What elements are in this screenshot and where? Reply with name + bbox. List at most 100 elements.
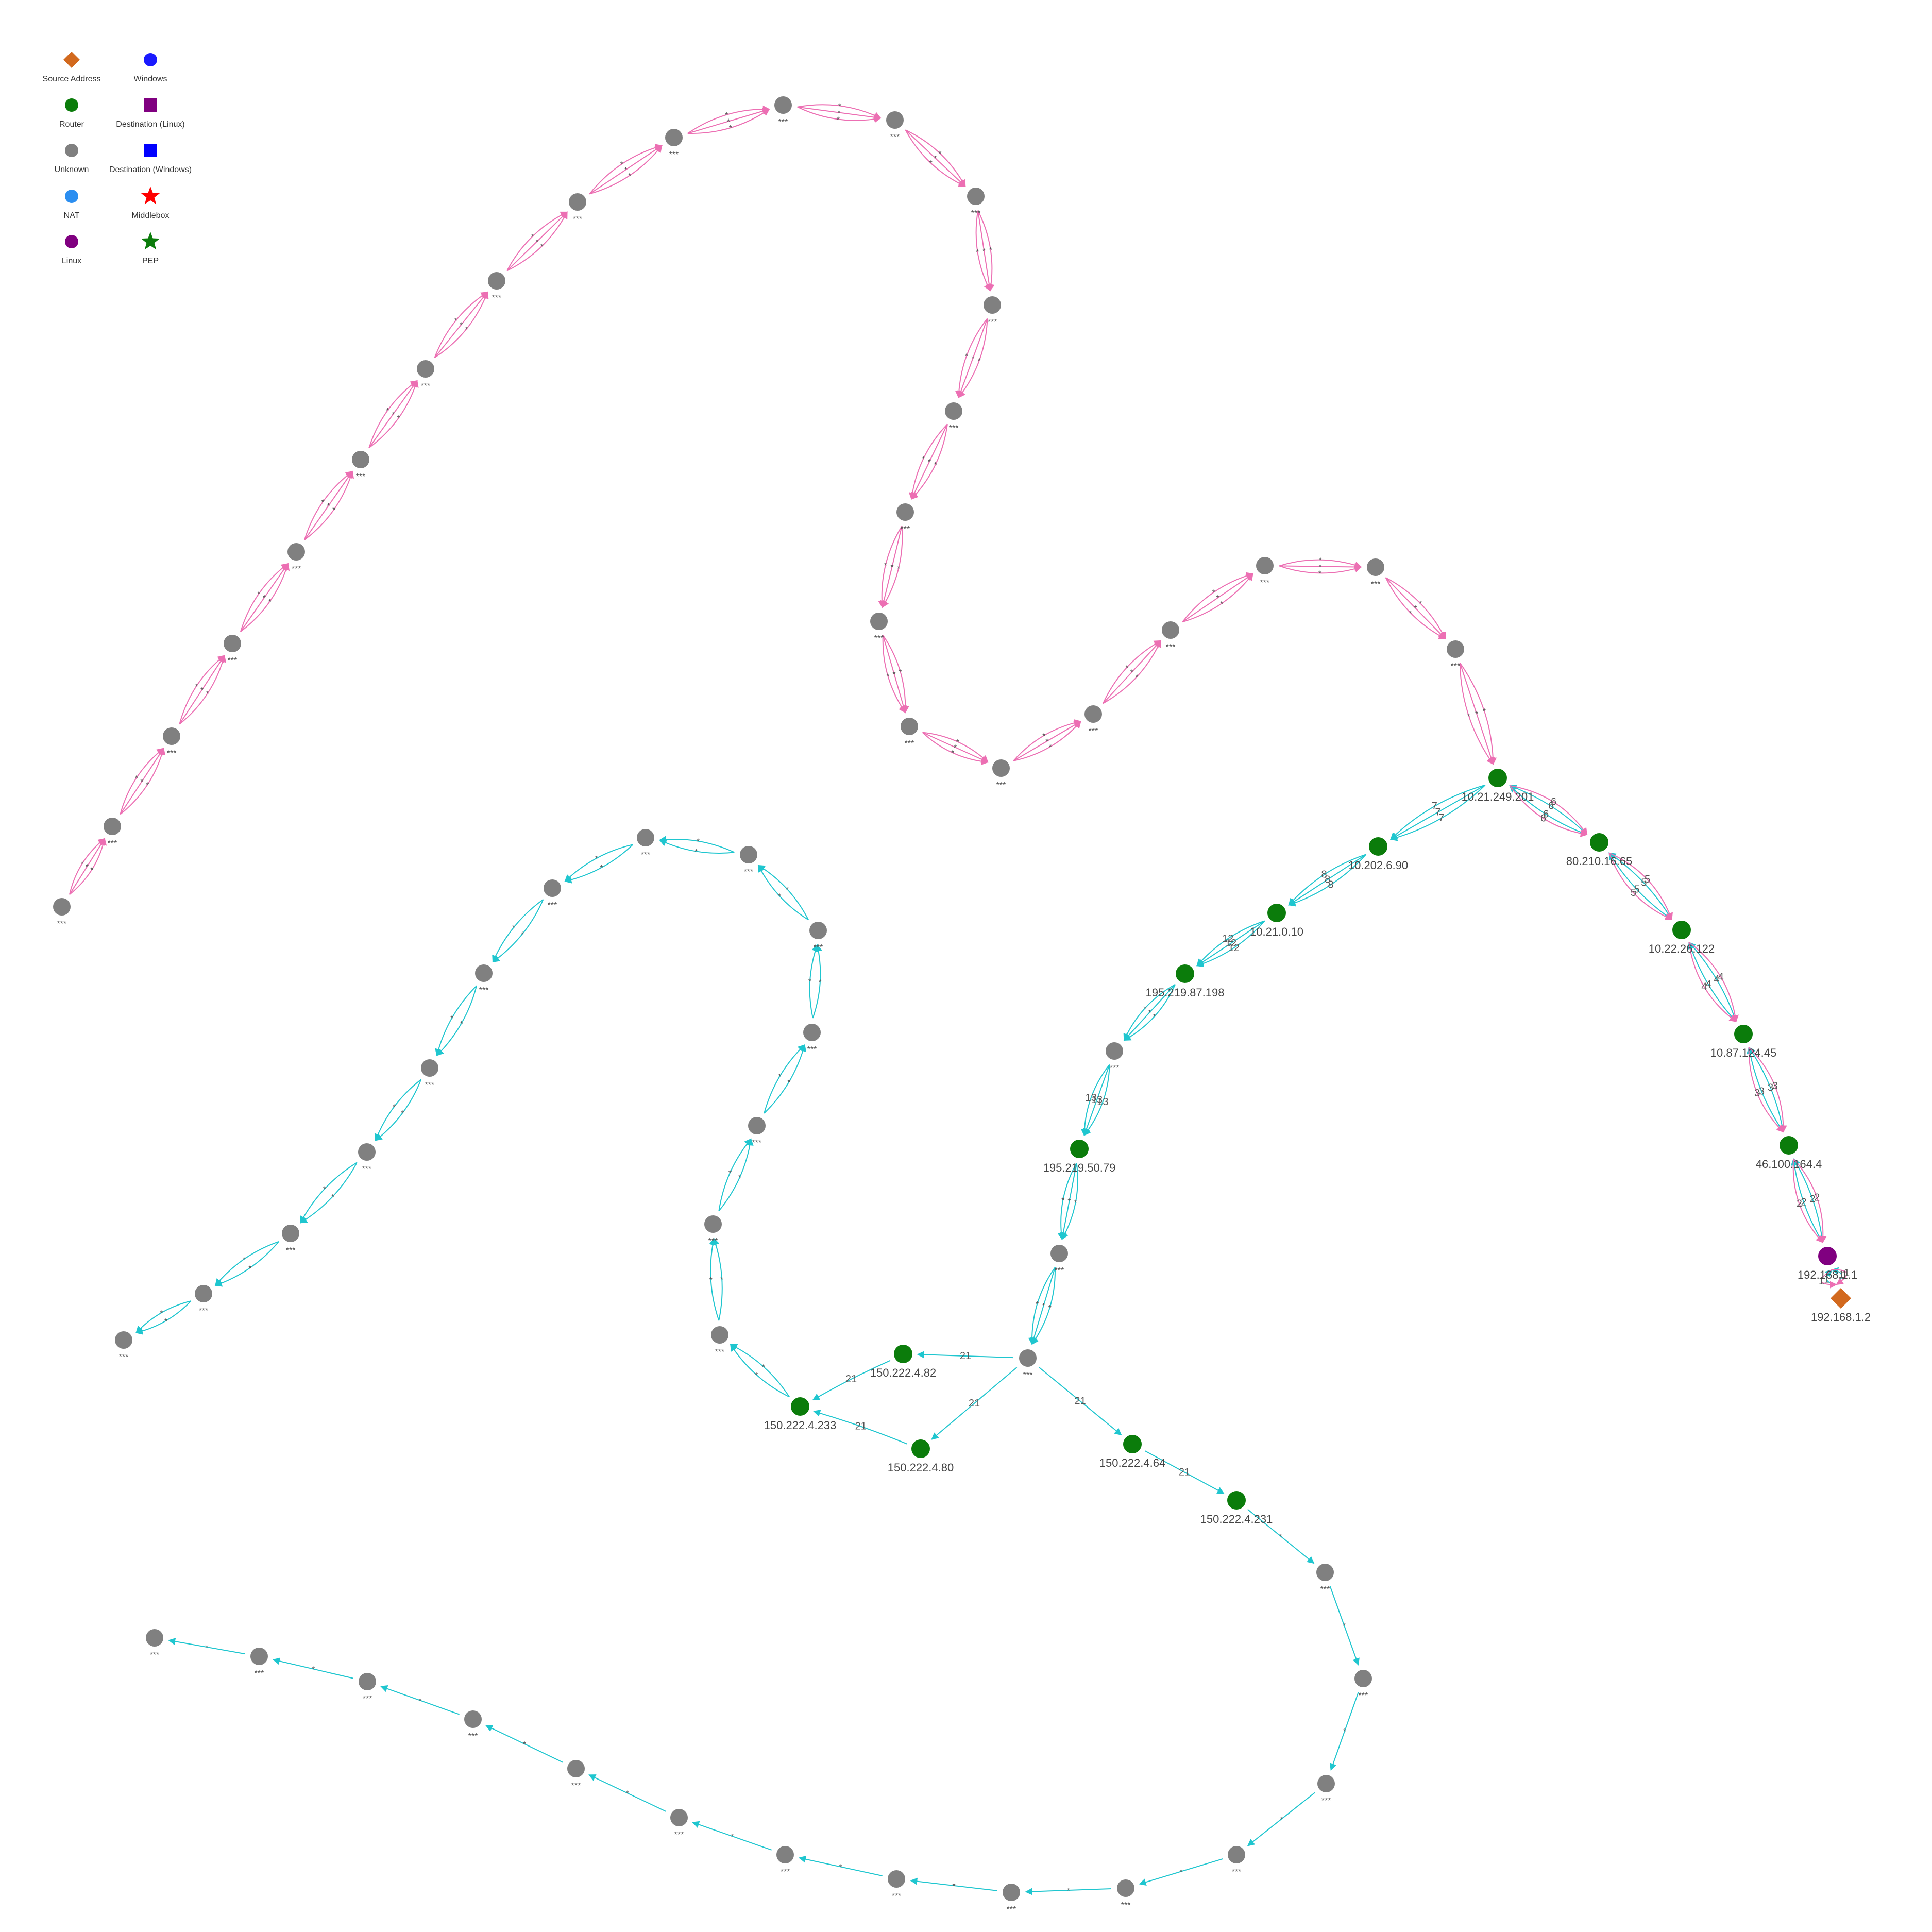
unknown-hop-node[interactable]: *** <box>704 1215 722 1246</box>
unknown-hop-node[interactable]: *** <box>1019 1349 1037 1380</box>
edge-label: * <box>1467 713 1470 721</box>
edge-label: * <box>1280 1816 1283 1824</box>
unknown-hop-node[interactable]: *** <box>748 1117 766 1147</box>
unknown-hop-node[interactable]: *** <box>967 188 985 218</box>
node-label: 46.100.164.4 <box>1756 1158 1822 1171</box>
node-label: 192.168.1.1 <box>1798 1268 1857 1281</box>
unknown-hop-node[interactable]: *** <box>1050 1245 1068 1275</box>
edge-label: * <box>1042 1302 1045 1311</box>
node-10-87-124-45[interactable]: 10.87.124.45 <box>1710 1025 1776 1059</box>
edge-label: * <box>160 1309 163 1318</box>
unknown-hop-node[interactable]: *** <box>417 360 434 391</box>
backward-edge <box>304 471 353 540</box>
forward-edge <box>1057 1163 1077 1240</box>
node-80-210-16-65[interactable]: 80.210.16.65 <box>1566 833 1632 868</box>
unknown-hop-node[interactable]: *** <box>352 451 369 481</box>
unknown-node-label: *** <box>150 1651 160 1659</box>
unknown-hop-node[interactable]: *** <box>544 879 561 910</box>
node-150-222-4-231[interactable]: 150.222.4.231 <box>1200 1491 1273 1526</box>
unknown-hop-node[interactable]: *** <box>809 922 827 952</box>
unknown-node-marker <box>287 543 305 561</box>
unknown-hop-node[interactable]: *** <box>287 543 305 573</box>
unknown-hop-node[interactable]: *** <box>1003 1884 1020 1914</box>
edge-label: * <box>1067 1198 1071 1207</box>
node-46-100-164-4[interactable]: 46.100.164.4 <box>1756 1136 1822 1171</box>
node-10-21-0-10[interactable]: 10.21.0.10 <box>1250 904 1303 938</box>
unknown-hop-node[interactable]: *** <box>945 402 962 433</box>
edge-label: * <box>531 233 534 242</box>
unknown-node-label: *** <box>1007 1905 1016 1914</box>
node-10-21-249-201[interactable]: 10.21.249.201 <box>1462 769 1534 803</box>
unknown-hop-node[interactable]: *** <box>146 1629 163 1659</box>
legend-star-icon <box>141 187 160 205</box>
unknown-hop-node[interactable]: *** <box>250 1648 268 1678</box>
unknown-hop-node[interactable]: *** <box>104 818 121 848</box>
unknown-hop-node[interactable]: *** <box>464 1710 482 1741</box>
node-195-219-50-79[interactable]: 195.219.50.79 <box>1043 1140 1116 1174</box>
forward-edge <box>1196 920 1265 967</box>
unknown-hop-node[interactable]: *** <box>1117 1879 1134 1910</box>
unknown-hop-node[interactable]: *** <box>358 1143 376 1174</box>
forward-edge <box>1061 1163 1078 1240</box>
unknown-hop-node[interactable]: *** <box>488 272 505 302</box>
unknown-hop-node[interactable]: *** <box>888 1870 905 1901</box>
unknown-hop-node[interactable]: *** <box>53 898 71 928</box>
unknown-hop-node[interactable]: *** <box>195 1285 212 1315</box>
unknown-hop-node[interactable]: *** <box>359 1673 376 1703</box>
unknown-hop-node[interactable]: *** <box>1162 621 1179 652</box>
forward-edge <box>758 865 809 921</box>
unknown-hop-node[interactable]: *** <box>740 846 757 876</box>
unknown-hop-node[interactable]: *** <box>475 964 493 995</box>
node-150-222-4-80[interactable]: 150.222.4.80 <box>888 1439 954 1474</box>
node-195-219-87-198[interactable]: 195.219.87.198 <box>1146 964 1225 999</box>
node-150-222-4-64[interactable]: 150.222.4.64 <box>1099 1435 1165 1469</box>
unknown-hop-node[interactable]: *** <box>1228 1846 1245 1876</box>
unknown-hop-node[interactable]: *** <box>665 129 683 159</box>
backward-edge <box>368 380 418 448</box>
edge-label: * <box>778 892 781 901</box>
edge-label: * <box>386 406 389 415</box>
forward-edge <box>709 1238 720 1321</box>
unknown-node-marker <box>195 1285 212 1302</box>
backward-edge <box>1013 721 1081 761</box>
unknown-hop-node[interactable]: *** <box>1084 705 1102 736</box>
unknown-hop-node[interactable]: *** <box>776 1846 794 1876</box>
unknown-hop-node[interactable]: *** <box>886 111 904 142</box>
unknown-hop-node[interactable]: *** <box>870 613 888 643</box>
unknown-hop-node[interactable]: *** <box>1316 1564 1334 1594</box>
unknown-hop-node[interactable]: *** <box>1367 558 1384 589</box>
edge-label: * <box>978 357 981 366</box>
unknown-hop-node[interactable]: *** <box>115 1331 132 1362</box>
edge-label: 1 <box>1839 1269 1844 1280</box>
unknown-hop-node[interactable]: *** <box>163 727 180 758</box>
legend-square-icon <box>144 98 157 112</box>
unknown-hop-node[interactable]: *** <box>774 96 792 127</box>
unknown-hop-node[interactable]: *** <box>901 718 918 748</box>
unknown-hop-node[interactable]: *** <box>224 635 241 665</box>
unknown-hop-node[interactable]: *** <box>1317 1775 1335 1805</box>
node-10-22-26-122[interactable]: 10.22.26.122 <box>1649 921 1715 955</box>
unknown-hop-node[interactable]: *** <box>896 503 914 534</box>
unknown-hop-node[interactable]: *** <box>1106 1042 1123 1073</box>
unknown-hop-node[interactable]: *** <box>1354 1670 1372 1700</box>
unknown-node-marker <box>1019 1349 1037 1367</box>
node-150-222-4-82[interactable]: 150.222.4.82 <box>870 1345 936 1379</box>
node-label: 80.210.16.65 <box>1566 855 1632 868</box>
unknown-hop-node[interactable]: *** <box>992 759 1010 790</box>
unknown-hop-node[interactable]: *** <box>1447 640 1464 671</box>
unknown-hop-node[interactable]: *** <box>569 193 586 224</box>
unknown-hop-node[interactable]: *** <box>567 1760 585 1790</box>
edge-label: * <box>956 738 959 747</box>
node-192-168-1-2[interactable]: 192.168.1.2 <box>1811 1288 1871 1324</box>
node-150-222-4-233[interactable]: 150.222.4.233 <box>764 1397 837 1432</box>
unknown-hop-node[interactable]: *** <box>670 1809 688 1839</box>
unknown-hop-node[interactable]: *** <box>282 1225 299 1255</box>
unknown-hop-node[interactable]: *** <box>421 1059 438 1090</box>
node-10-202-6-90[interactable]: 10.202.6.90 <box>1348 837 1408 872</box>
unknown-hop-node[interactable]: *** <box>803 1024 821 1054</box>
unknown-hop-node[interactable]: *** <box>711 1326 728 1357</box>
node-192-168-1-1[interactable]: 192.168.1.1 <box>1798 1247 1857 1281</box>
unknown-hop-node[interactable]: *** <box>637 829 654 859</box>
unknown-hop-node[interactable]: *** <box>984 296 1001 327</box>
unknown-hop-node[interactable]: *** <box>1256 557 1274 587</box>
